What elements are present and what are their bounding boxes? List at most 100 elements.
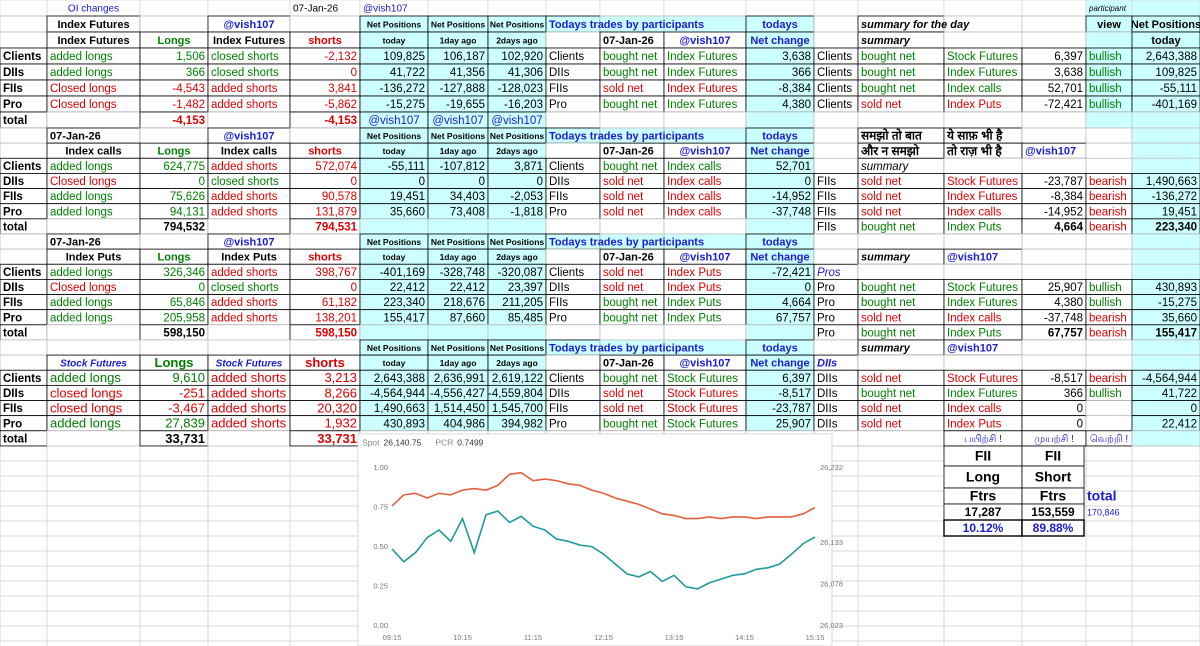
cell-text: FIIs	[549, 191, 568, 203]
cell-text: Index calls	[65, 146, 121, 158]
cell	[1085, 111, 1133, 129]
cell	[46, 111, 141, 129]
cell-text: bought net	[861, 83, 916, 95]
cell-text: sold net	[603, 388, 644, 400]
cell-text: 67,757	[776, 312, 811, 324]
cell-text: todays	[762, 342, 797, 354]
cell-text: sold net	[861, 418, 902, 430]
cell	[1085, 339, 1133, 356]
cell	[943, 111, 1023, 129]
cell	[0, 127, 48, 144]
cell	[663, 111, 747, 129]
cell	[1131, 339, 1200, 356]
cell	[1131, 430, 1200, 447]
cell	[1131, 142, 1200, 159]
cell-text: DIIs	[3, 388, 24, 400]
cell-text: Index Futures	[947, 388, 1018, 400]
cell-text: Index Futures	[947, 67, 1018, 79]
fii-text: 10.12%	[963, 521, 1004, 535]
cell-text: DIIs	[3, 176, 24, 188]
cell-text: bought net	[861, 388, 916, 400]
cell-text: FIIs	[3, 83, 23, 95]
cell-text: 4,664	[782, 297, 811, 309]
cell-text: Clients	[3, 161, 41, 173]
cell-text: bought net	[861, 221, 916, 233]
cell	[745, 111, 815, 129]
cell-text: Index calls	[221, 146, 277, 158]
cell-text: Index calls	[667, 206, 722, 218]
cell	[1021, 111, 1087, 129]
cell	[0, 0, 48, 17]
cell-text: 22,412	[450, 282, 485, 294]
cell	[857, 263, 945, 280]
cell-text: today	[383, 252, 406, 262]
cell-text: 07-Jan-26	[603, 35, 654, 47]
cell-text: -4,543	[172, 83, 205, 95]
cell-text: Clients	[817, 83, 852, 95]
cell-text: 102,920	[501, 51, 543, 63]
cell	[139, 127, 209, 144]
fii-text: 89.88%	[1033, 521, 1074, 535]
series-line	[391, 471, 816, 520]
fii-cell	[1021, 519, 1085, 537]
cell-text: bought net	[603, 161, 658, 173]
fii-text: 17,287	[965, 505, 1002, 519]
cell-text: bullish	[1089, 297, 1122, 309]
cell-text: 138,201	[315, 312, 357, 324]
cell-text: 73,408	[450, 206, 485, 218]
cell-text: Net Positions	[490, 343, 545, 353]
cell-text: 0	[199, 282, 205, 294]
cell	[813, 15, 859, 33]
cell-text: Net Positions	[367, 131, 422, 141]
cell-text: 87,660	[450, 312, 485, 324]
cell-text: -8,384	[1050, 191, 1083, 203]
cell-text: 33,731	[317, 431, 357, 446]
cell-text: DIIs	[817, 373, 838, 385]
cell-text: Longs	[158, 146, 191, 158]
cell-text: 205,958	[163, 312, 205, 324]
cell-text: -4,559,804	[488, 388, 544, 400]
cell	[745, 218, 815, 235]
cell-text: 2days ago	[496, 252, 538, 262]
cell-text: 0	[537, 176, 543, 188]
cell	[0, 142, 48, 159]
cell-text: DIIs	[817, 403, 838, 415]
cell-text: sold net	[861, 99, 902, 111]
cell-text: bullish	[1089, 99, 1122, 111]
cell	[1131, 354, 1200, 371]
cell-text: added shorts	[211, 385, 287, 400]
cell-text: bearish	[1089, 176, 1127, 188]
cell	[0, 15, 48, 33]
cell-text: closed shorts	[211, 176, 279, 188]
cell-text: Net Positions	[490, 131, 545, 141]
cell-text: 1day ago	[440, 252, 477, 262]
cell-text: 1,506	[176, 51, 205, 63]
x-tick-label: 10:15	[453, 633, 472, 642]
y-tick-label: 0.00	[373, 621, 388, 630]
cell-text: sold net	[603, 403, 644, 415]
cell-text: 430,893	[383, 418, 425, 430]
cell-text: Index calls	[947, 403, 1002, 415]
cell	[663, 324, 747, 341]
cell	[427, 324, 489, 341]
cell-text: bought net	[603, 373, 658, 385]
cell-text: Index Futures	[57, 19, 129, 31]
cell	[599, 218, 665, 235]
legend-value: 26,140.75	[384, 437, 422, 447]
cell-text: 155,417	[1155, 327, 1197, 339]
cell	[943, 263, 1023, 280]
cell	[745, 324, 815, 341]
cell	[813, 111, 859, 129]
cell-text: -72,421	[772, 267, 811, 279]
y-tick-label: 0.25	[373, 581, 388, 590]
cell-text: sold net	[603, 267, 644, 279]
cell-text: 19,451	[1162, 206, 1197, 218]
cell	[139, 15, 209, 33]
cell	[943, 0, 1023, 17]
cell-text: bearish	[1089, 191, 1127, 203]
cell-text: FIIs	[3, 191, 23, 203]
cell-text: 0	[805, 282, 811, 294]
cell-text: @vish107	[947, 342, 998, 354]
cell-text: -4,564,944	[1142, 373, 1198, 385]
cell	[813, 31, 859, 49]
